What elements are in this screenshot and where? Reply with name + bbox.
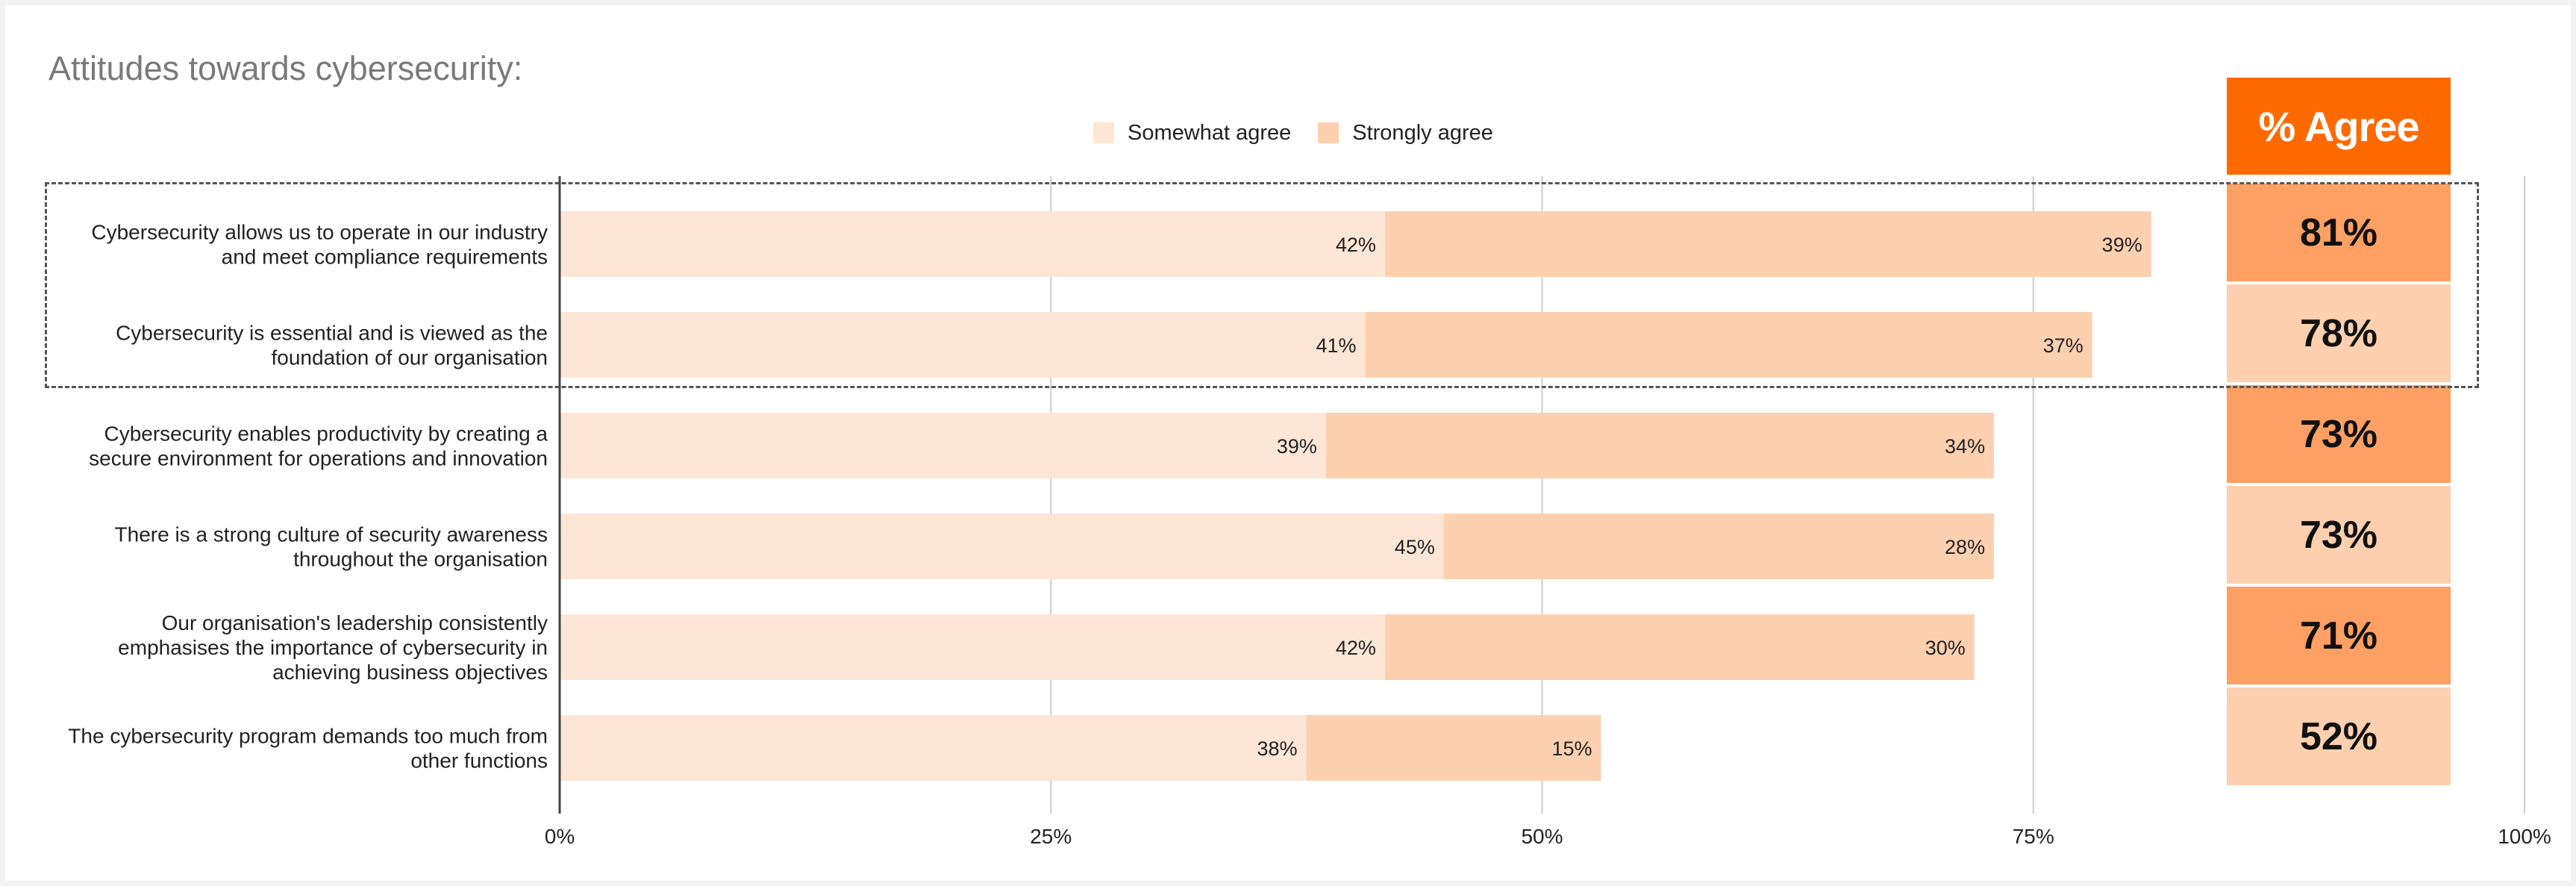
category-label-line: Cybersecurity enables productivity by cr… [104, 422, 548, 446]
agree-cell: 73% [2227, 385, 2451, 483]
bar-somewhat [560, 614, 1385, 680]
x-tick-label: 25% [1030, 825, 1072, 848]
category-label: Cybersecurity allows us to operate in ou… [91, 221, 548, 269]
data-label-somewhat: 45% [1395, 536, 1435, 558]
x-tick-label: 100% [2498, 825, 2551, 848]
data-label-strongly: 39% [2102, 234, 2142, 256]
bar-somewhat [560, 715, 1307, 781]
data-label-somewhat: 38% [1257, 737, 1297, 760]
agree-header: % Agree [2227, 78, 2451, 175]
category-label-line: achieving business objectives [272, 661, 548, 684]
bar-somewhat [560, 413, 1326, 478]
agree-cell: 81% [2227, 184, 2451, 281]
legend-item-strongly: Strongly agree [1318, 121, 1493, 146]
category-label: Cybersecurity is essential and is viewed… [116, 322, 548, 369]
legend: Somewhat agree Strongly agree [1093, 118, 1520, 148]
category-label-line: secure environment for operations and in… [89, 447, 548, 470]
agree-cell: 78% [2227, 284, 2451, 382]
category-label: Our organisation's leadership consistent… [118, 611, 548, 684]
bar-strongly [1384, 211, 2151, 277]
x-tick-label: 0% [545, 825, 575, 848]
data-label-somewhat: 41% [1316, 334, 1356, 357]
bar-somewhat [560, 514, 1444, 579]
bar-strongly [1443, 514, 1995, 579]
bar-somewhat [560, 211, 1385, 277]
category-label-line: Our organisation's leadership consistent… [162, 611, 548, 634]
category-label: Cybersecurity enables productivity by cr… [89, 422, 548, 470]
bar-strongly [1325, 413, 1995, 478]
data-label-strongly: 28% [1945, 536, 1985, 558]
legend-swatch-somewhat [1093, 122, 1114, 143]
data-label-strongly: 37% [2043, 334, 2083, 357]
data-label-somewhat: 42% [1336, 637, 1376, 659]
chart-title: Attitudes towards cybersecurity: [49, 49, 523, 87]
data-label-somewhat: 42% [1336, 234, 1376, 256]
bar-somewhat [560, 312, 1366, 378]
category-label-line: throughout the organisation [293, 548, 548, 571]
agree-cell: 52% [2227, 687, 2451, 785]
legend-swatch-strongly [1318, 122, 1339, 143]
category-label-line: foundation of our organisation [272, 346, 548, 369]
data-label-strongly: 34% [1945, 435, 1985, 458]
category-label-line: There is a strong culture of security aw… [115, 523, 548, 546]
data-label-somewhat: 39% [1277, 435, 1317, 458]
agree-cell: 71% [2227, 587, 2451, 684]
category-label: There is a strong culture of security aw… [115, 523, 548, 571]
category-label: The cybersecurity program demands too mu… [68, 725, 548, 773]
x-tick-label: 75% [2013, 825, 2054, 848]
data-label-strongly: 15% [1551, 737, 1592, 760]
category-label-line: emphasises the importance of cybersecuri… [118, 636, 548, 659]
category-label-line: The cybersecurity program demands too mu… [68, 725, 548, 748]
category-label-line: Cybersecurity is essential and is viewed… [116, 322, 548, 345]
x-tick-label: 50% [1521, 825, 1563, 848]
legend-label-somewhat: Somewhat agree [1128, 120, 1292, 145]
category-label-line: and meet compliance requirements [222, 246, 548, 269]
category-label-line: other functions [410, 749, 548, 773]
bar-strongly [1384, 614, 1975, 680]
bar-strongly [1365, 312, 2092, 378]
legend-label-strongly: Strongly agree [1352, 120, 1493, 145]
data-label-strongly: 30% [1925, 637, 1966, 659]
category-label-line: Cybersecurity allows us to operate in ou… [91, 221, 548, 244]
bar-strongly [1306, 715, 1601, 781]
legend-item-somewhat: Somewhat agree [1093, 121, 1291, 146]
agree-cell: 73% [2227, 486, 2451, 584]
